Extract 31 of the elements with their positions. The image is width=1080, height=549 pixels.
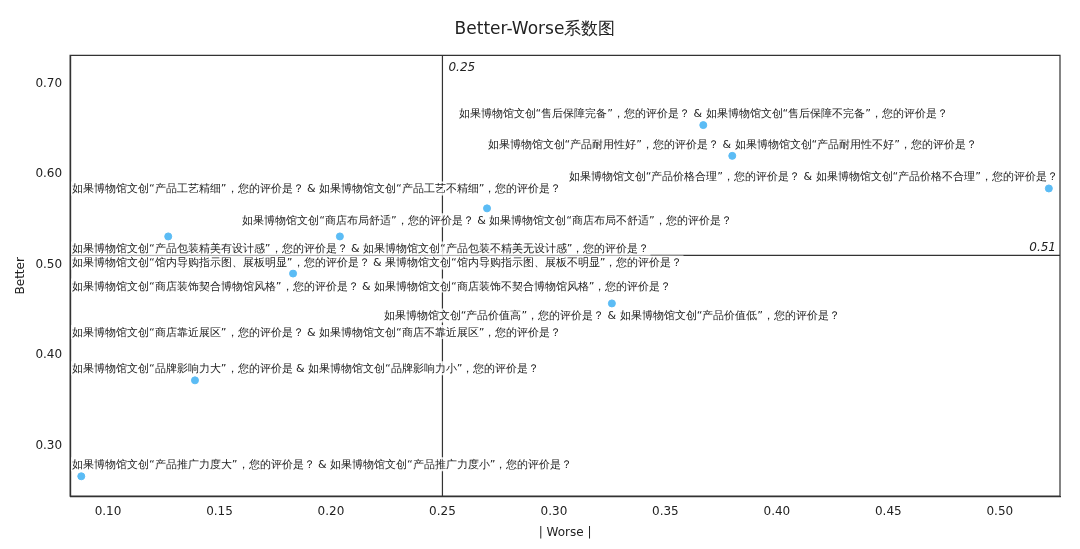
x-axis-title: | Worse |: [538, 524, 592, 539]
annotation: 如果博物馆文创“产品推广力度大”，您的评价是？ & 如果博物馆文创“产品推广力度小”，您的评价是？: [72, 458, 573, 472]
y-tick-label: 0.70: [35, 75, 63, 90]
x-tick-label: 0.40: [763, 503, 791, 518]
y-tick-label: 0.40: [35, 347, 63, 362]
x-tick-label: 0.35: [652, 503, 679, 518]
x-tick-label: 0.15: [206, 503, 233, 518]
y-tick-label: 0.60: [35, 166, 63, 181]
y-axis-title: Better: [13, 257, 28, 295]
annotation: 如果博物馆文创“产品包装精美有设计感”，您的评价是？ & 如果博物馆文创“产品包装不精美无设计感”，您的评价是？: [72, 242, 650, 256]
x-tick-label: 0.50: [986, 503, 1014, 518]
annotation: 如果博物馆文创“商店靠近展区”，您的评价是？ & 如果博物馆文创“商店不靠近展区”，您的评价是？: [72, 325, 562, 339]
y-tick-label: 0.30: [35, 437, 63, 452]
annotation: 如果博物馆文创“产品耐用性好”，您的评价是？ & 如果博物馆文创“产品耐用性不好”，您的评价是？: [487, 137, 977, 151]
annotation: 如果博物馆文创“产品价值高”，您的评价是？ & 如果博物馆文创“产品价值低”，您的评价是？: [383, 309, 841, 323]
annotation: 如果博物馆文创“商店布局舒适”，您的评价是？ & 如果博物馆文创“商店布局不舒适”，您的评价是？: [242, 214, 732, 228]
x-tick-label: 0.10: [94, 503, 122, 518]
annotation: 如果博物馆文创“售后保障完备”，您的评价是？ & 如果博物馆文创“售后保障不完备”，您的评价是？: [458, 107, 948, 121]
annotation: 如果博物馆文创“商店装饰契合博物馆风格”，您的评价是？ & 如果博物馆文创“商店装饰不契合博物馆风格”，您的评价是？: [72, 279, 672, 293]
x-tick-label: 0.25: [429, 503, 456, 518]
x-tick-label: 0.30: [540, 503, 568, 518]
annotation: 如果博物馆文创“馆内导购指示图、展板明显”，您的评价是？ & 果博物馆文创“馆内导购指示图、展板不明显”，您的评价是？: [72, 256, 683, 270]
ref-line-label: 0.25: [448, 59, 476, 74]
x-tick-label: 0.20: [317, 503, 345, 518]
annotation: 如果博物馆文创“产品工艺精细”，您的评价是？ & 如果博物馆文创“产品工艺不精细”，您的评价是？: [72, 182, 562, 196]
chart-title: Better-Worse系数图: [454, 17, 616, 38]
annotation: 如果博物馆文创“品牌影响力大”，您的评价是 & 如果博物馆文创“品牌影响力小”，您的评价是？: [72, 362, 540, 376]
y-tick-label: 0.50: [35, 256, 63, 271]
annotation: 如果博物馆文创“产品价格合理”，您的评价是？ & 如果博物馆文创“产品价格不合理”，您的评价是？: [568, 170, 1058, 184]
x-tick-label: 0.45: [874, 503, 902, 518]
ref-line-label: 0.51: [1029, 239, 1056, 254]
